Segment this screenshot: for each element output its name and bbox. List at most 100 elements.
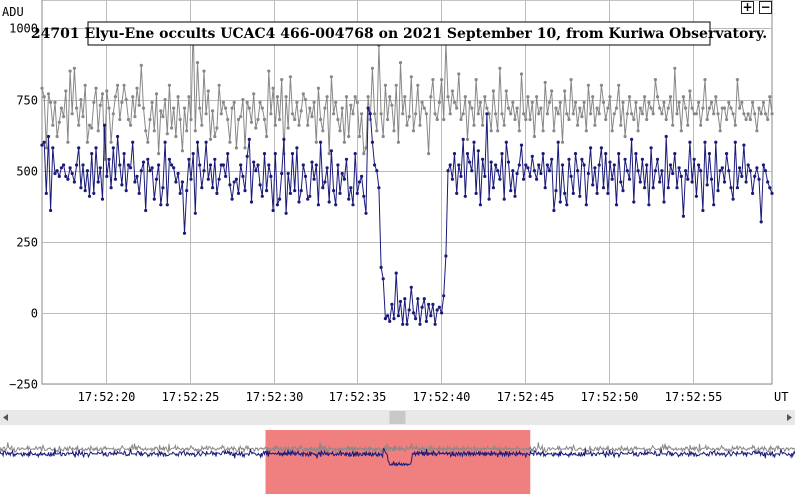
data-point xyxy=(414,317,418,321)
data-point xyxy=(621,100,625,104)
data-point xyxy=(468,100,472,104)
data-point xyxy=(541,152,545,156)
data-point xyxy=(768,95,772,99)
data-point xyxy=(660,169,664,173)
data-point xyxy=(195,61,200,65)
data-point xyxy=(217,83,221,87)
data-point xyxy=(522,177,526,181)
data-point xyxy=(77,146,81,150)
data-point xyxy=(286,126,290,130)
data-point xyxy=(543,186,547,190)
data-point xyxy=(40,86,44,90)
data-point xyxy=(338,129,342,133)
data-point xyxy=(100,197,105,201)
data-point xyxy=(567,117,571,122)
data-point xyxy=(738,106,742,110)
data-point xyxy=(483,174,487,178)
data-point xyxy=(442,117,446,122)
data-point xyxy=(522,112,526,116)
data-point xyxy=(208,163,213,167)
data-point xyxy=(64,89,68,93)
data-point xyxy=(422,106,426,110)
data-point xyxy=(720,166,724,170)
data-point xyxy=(396,140,400,144)
data-point xyxy=(90,152,94,156)
data-point xyxy=(256,163,260,167)
data-point xyxy=(584,203,588,207)
data-point xyxy=(578,194,582,198)
data-point xyxy=(116,83,120,87)
data-point xyxy=(554,106,558,110)
data-point xyxy=(731,197,735,201)
data-point xyxy=(215,126,219,130)
data-point xyxy=(129,166,133,170)
data-point xyxy=(297,200,301,204)
scroll-right-arrow-icon[interactable] xyxy=(787,414,792,421)
data-point xyxy=(558,100,562,104)
scroll-left-arrow-icon[interactable] xyxy=(3,414,8,421)
data-point xyxy=(450,177,454,181)
data-point xyxy=(321,129,325,133)
navigator-selection[interactable] xyxy=(265,430,531,494)
data-point xyxy=(653,169,658,173)
data-point xyxy=(411,129,416,133)
data-point xyxy=(589,146,593,150)
data-point xyxy=(599,83,604,87)
data-point xyxy=(586,171,591,176)
data-point xyxy=(323,106,327,110)
data-point xyxy=(262,152,267,156)
data-point xyxy=(722,180,727,184)
data-point xyxy=(407,308,411,312)
data-point xyxy=(733,140,737,144)
data-point xyxy=(634,152,638,156)
data-point xyxy=(334,100,338,104)
data-point xyxy=(433,112,437,116)
data-point xyxy=(608,95,612,99)
data-point xyxy=(435,117,439,122)
data-point xyxy=(571,191,575,195)
data-point xyxy=(221,163,225,167)
zoom-in-button[interactable]: + xyxy=(741,0,754,14)
data-point xyxy=(144,208,148,213)
data-point xyxy=(161,186,165,190)
data-point xyxy=(416,297,420,301)
x-tick-label: 17:52:25 xyxy=(162,390,220,404)
data-point xyxy=(532,169,537,173)
data-point xyxy=(623,134,627,139)
data-point xyxy=(200,123,204,127)
data-point xyxy=(258,183,262,187)
data-point xyxy=(221,100,225,104)
zoom-out-button[interactable]: − xyxy=(759,0,772,14)
data-point xyxy=(500,112,504,116)
data-point xyxy=(165,132,169,136)
data-point xyxy=(349,103,353,107)
data-point xyxy=(755,166,759,170)
data-point xyxy=(457,72,461,76)
data-point xyxy=(398,299,403,304)
data-point xyxy=(288,75,292,79)
y-tick-label: 0 xyxy=(31,307,38,321)
data-point xyxy=(174,134,178,139)
data-point xyxy=(455,106,459,110)
data-point xyxy=(636,129,640,133)
data-point xyxy=(604,117,608,122)
data-point xyxy=(627,177,632,181)
data-point xyxy=(260,194,264,198)
data-point xyxy=(319,140,323,144)
data-point xyxy=(403,297,407,301)
scrollbar-thumb[interactable] xyxy=(389,411,406,424)
data-point xyxy=(481,157,485,161)
data-point xyxy=(349,186,353,190)
data-point xyxy=(643,186,647,190)
data-point xyxy=(463,194,467,198)
data-point xyxy=(550,157,554,161)
data-point xyxy=(126,163,130,167)
navigator-overview[interactable] xyxy=(0,430,795,494)
data-point xyxy=(137,191,141,195)
data-point xyxy=(228,140,232,144)
data-point xyxy=(744,180,748,184)
data-point xyxy=(699,123,703,127)
data-point xyxy=(709,100,714,104)
data-point xyxy=(280,78,284,82)
data-point xyxy=(632,200,636,204)
